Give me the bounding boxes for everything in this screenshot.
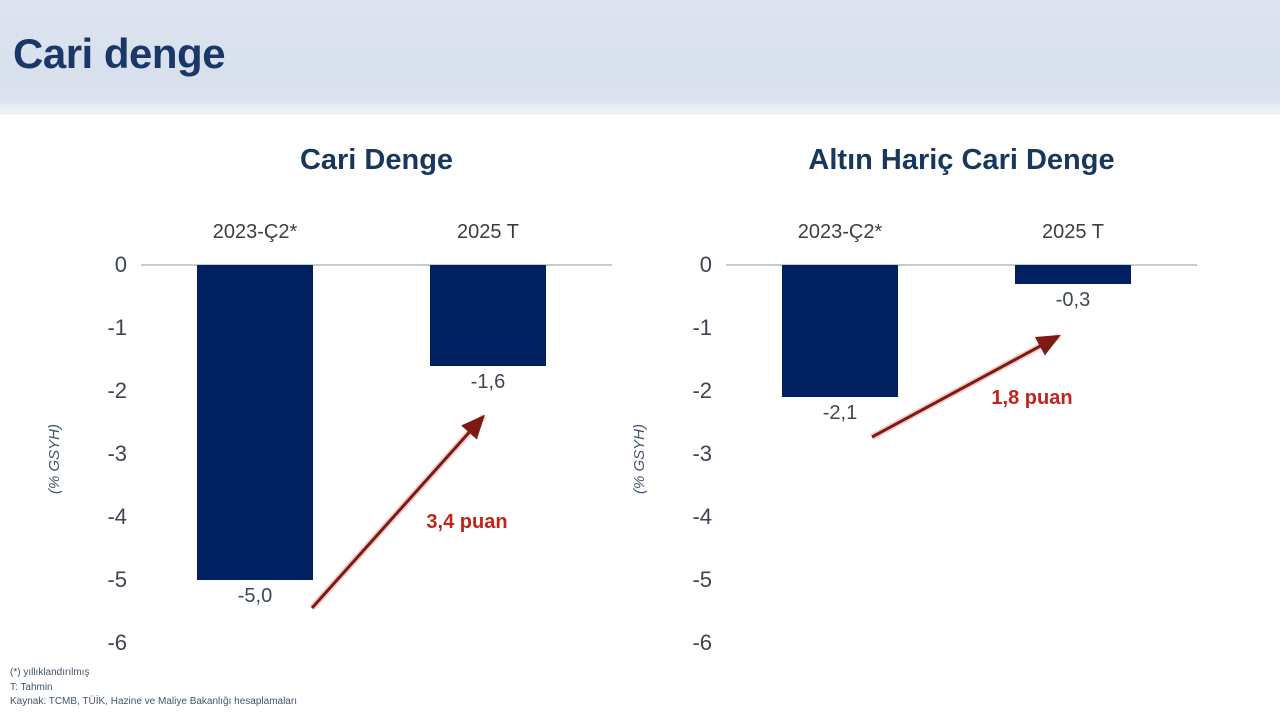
- improvement-arrow-icon: [309, 413, 487, 611]
- page-title: Cari denge: [13, 29, 226, 77]
- change-annotation: 1,8 puan: [991, 387, 1073, 409]
- y-tick: -2: [692, 378, 712, 403]
- bar-column-2023: -5,0: [197, 265, 313, 643]
- category-label-2025: 2025 T: [457, 221, 519, 243]
- y-tick: 0: [114, 252, 127, 277]
- y-axis-title: (% GSYH): [631, 424, 648, 495]
- y-tick: -4: [107, 504, 127, 529]
- change-annotation: 3,4 puan: [426, 511, 508, 533]
- bar-2025: [430, 265, 546, 366]
- improvement-arrow-icon: [870, 333, 1061, 440]
- chart-cari-denge: Cari Denge (% GSYH) 0 -1 -2 -3 -4 -5 -6 …: [40, 140, 640, 685]
- y-tick: 0: [699, 252, 712, 277]
- footnote-asterisk: (*) yıllıklandırılmış: [10, 667, 90, 678]
- y-tick: -6: [107, 630, 127, 655]
- category-label-2025: 2025 T: [1042, 221, 1104, 243]
- y-tick: -1: [107, 315, 127, 340]
- plot-area: 0 -1 -2 -3 -4 -5 -6 2023-Ç2* 2025 T -5,0…: [107, 221, 612, 655]
- y-tick: -3: [107, 441, 127, 466]
- footnotes: (*) yıllıklandırılmış T: Tahmin Kaynak: …: [10, 666, 297, 710]
- bar-2023: [782, 265, 898, 398]
- y-axis-title: (% GSYH): [46, 424, 63, 495]
- y-tick: -2: [107, 378, 127, 403]
- bar-value-label: -0,3: [1055, 288, 1091, 311]
- y-tick: -5: [692, 567, 712, 592]
- bar-value-label: -2,1: [822, 402, 858, 425]
- bar-value-label: -5,0: [237, 585, 273, 607]
- y-tick: -3: [692, 441, 712, 466]
- zero-axis-line: [726, 264, 1197, 266]
- y-tick: -4: [692, 504, 712, 529]
- chart-altin-haric-cari-denge: Altın Hariç Cari Denge (% GSYH) 0 -1 -2 …: [625, 140, 1225, 685]
- bar-column-2025: -0,3: [1015, 265, 1131, 643]
- y-tick: -5: [107, 567, 127, 592]
- bar-column-2025: -1,6: [430, 265, 546, 643]
- bar-2025: [1015, 265, 1131, 284]
- bar-value-label: -1,6: [470, 370, 506, 393]
- plot-area: 0 -1 -2 -3 -4 -5 -6 2023-Ç2* 2025 T -2,1…: [692, 221, 1197, 655]
- zero-axis-line: [141, 264, 612, 266]
- bar-column-2023: -2,1: [782, 265, 898, 643]
- source-note: Kaynak: TCMB, TÜİK, Hazine ve Maliye Bak…: [10, 696, 297, 707]
- footnote-tahmin: T: Tahmin: [10, 681, 53, 693]
- y-tick: -6: [692, 630, 712, 655]
- category-label-2023: 2023-Ç2*: [797, 221, 883, 243]
- slide-header-band: Cari denge: [0, 0, 1280, 114]
- bar-2023: [197, 265, 313, 580]
- chart-title: Cari Denge: [299, 144, 454, 176]
- category-label-2023: 2023-Ç2*: [212, 221, 298, 243]
- chart-title: Altın Hariç Cari Denge: [808, 144, 1115, 176]
- y-tick: -1: [692, 315, 712, 340]
